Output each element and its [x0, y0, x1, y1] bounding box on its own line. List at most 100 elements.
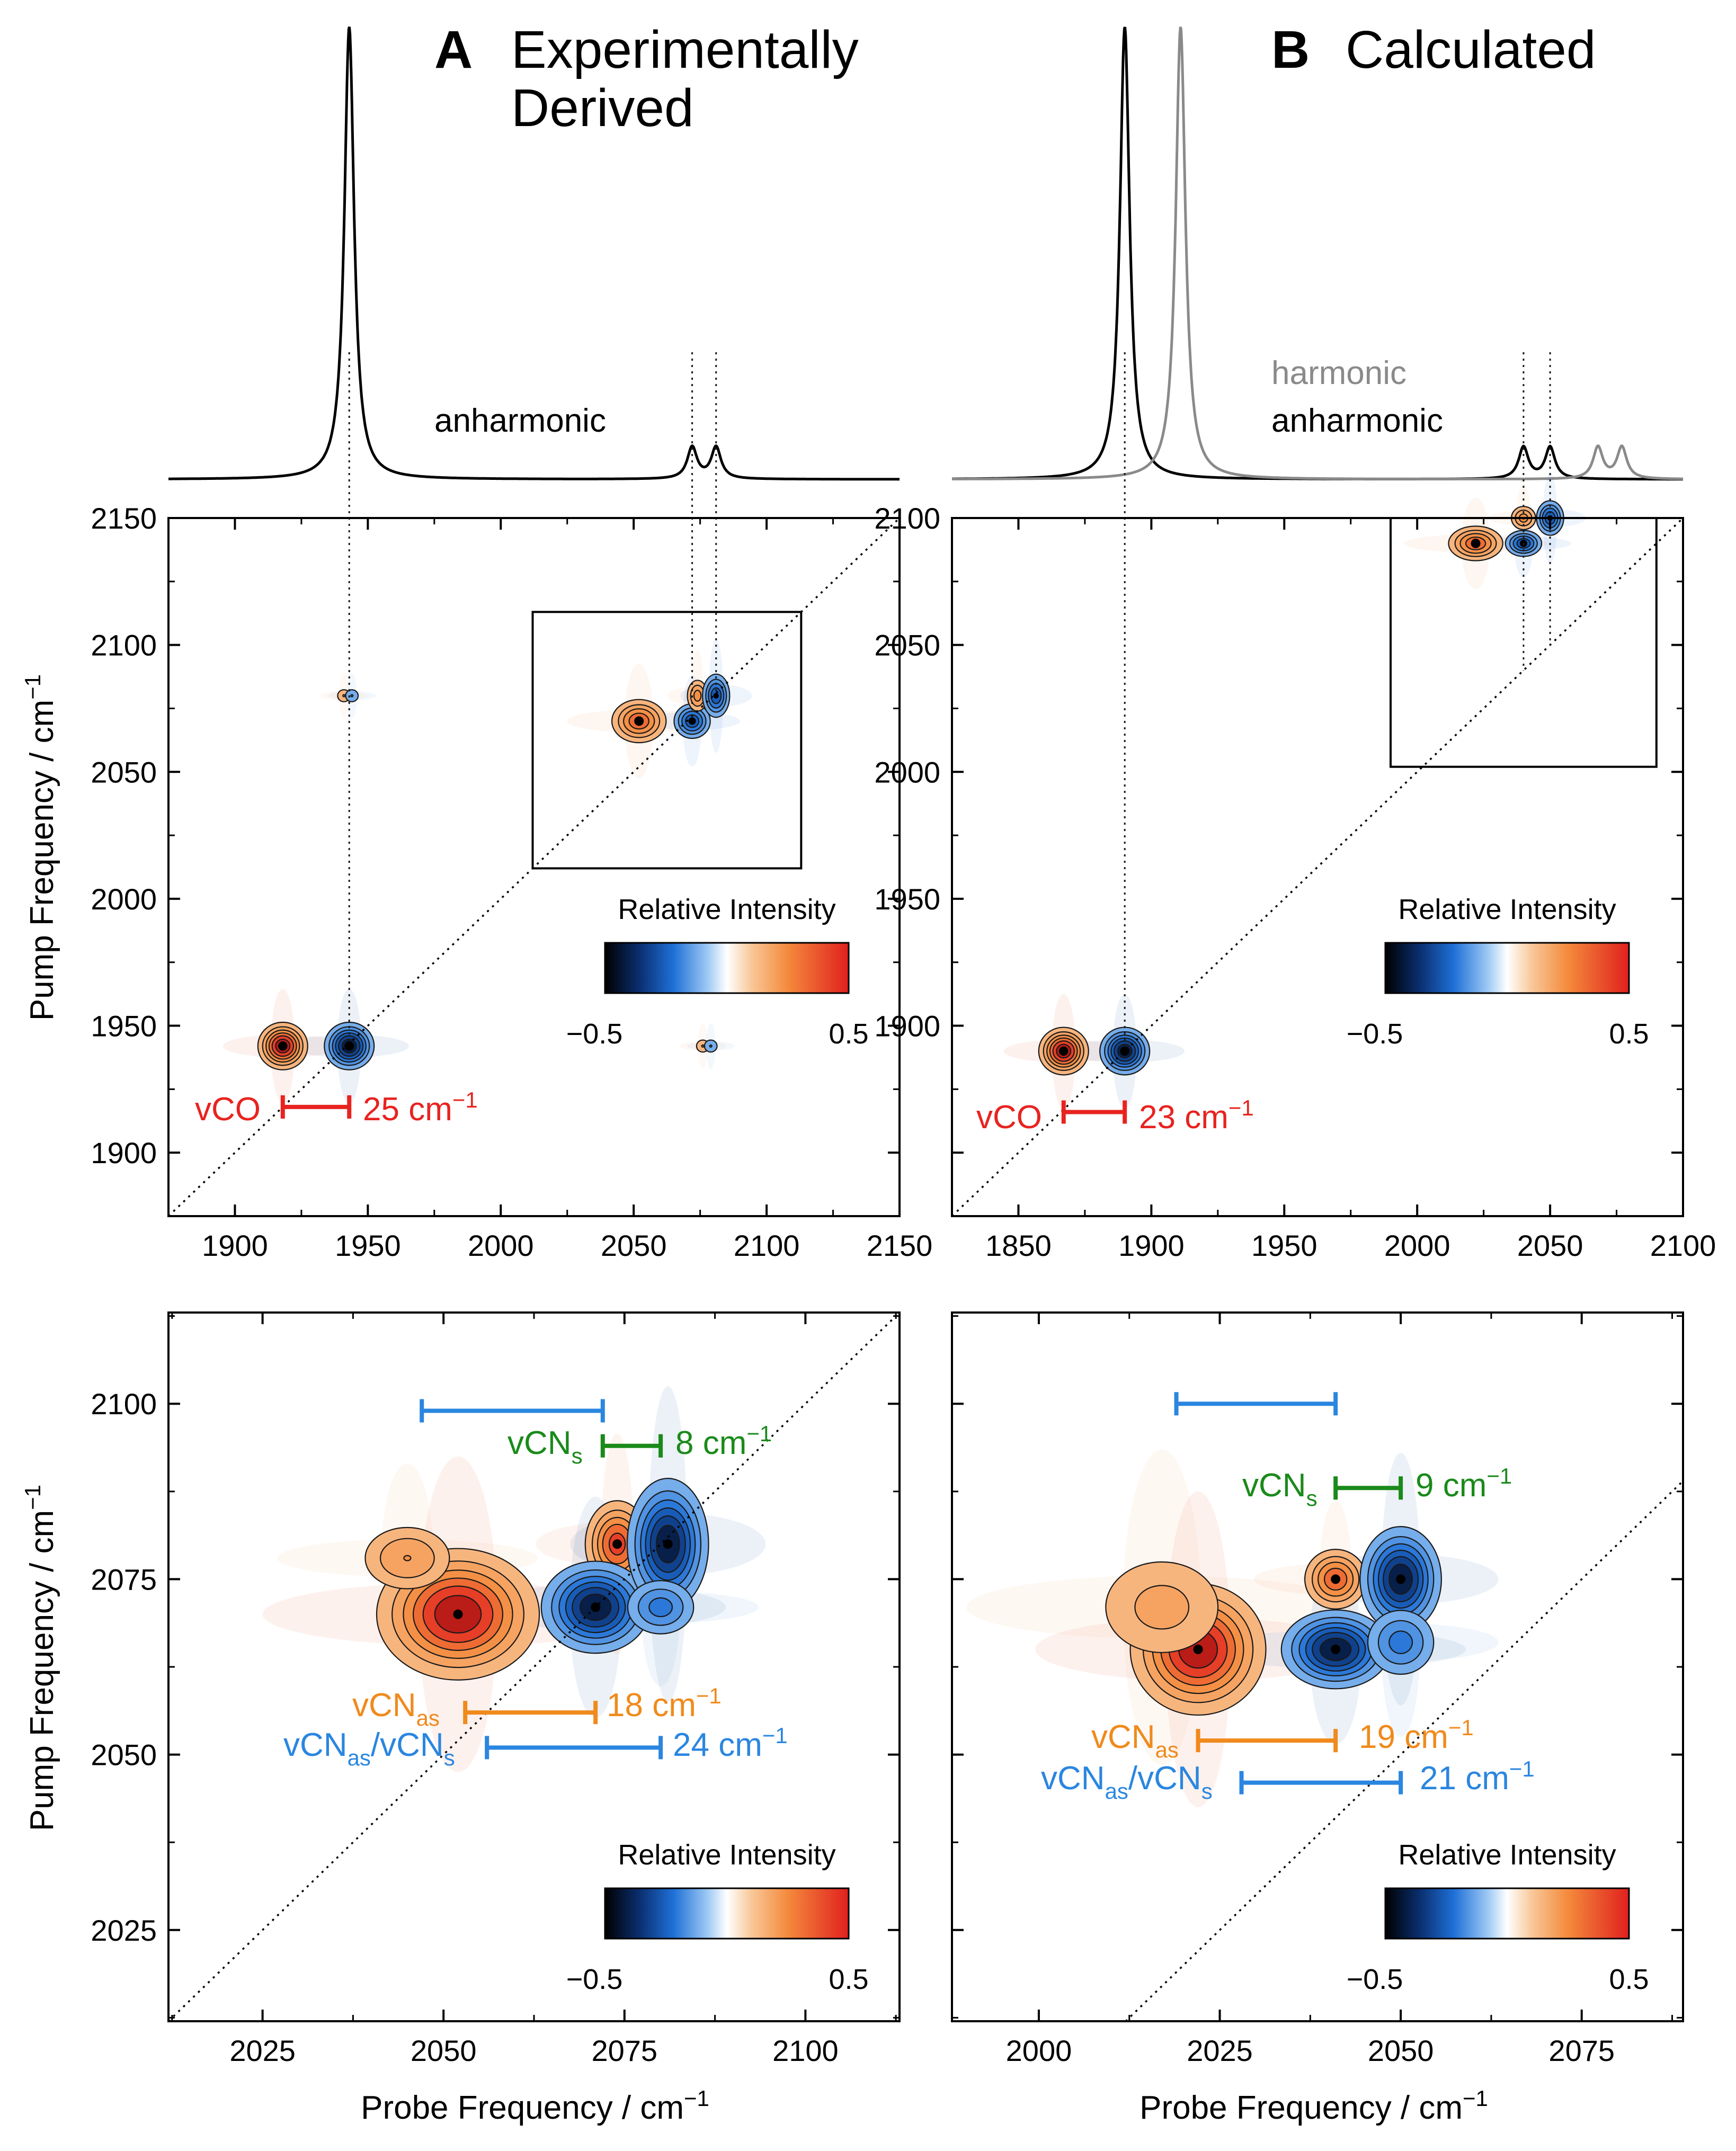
- colorbar-max: 0.5: [829, 1018, 868, 1050]
- x-tick-label: 2025: [1187, 2034, 1253, 2067]
- x-tick-label: 2050: [1517, 1229, 1583, 1262]
- b-bot-mix-value: 21 cm−1: [1420, 1756, 1535, 1797]
- a-bot-cns-label: vCNs: [508, 1425, 583, 1468]
- y-tick-label: 2000: [874, 755, 940, 789]
- colorbar-title: Relative Intensity: [618, 894, 835, 925]
- x-tick-label: 2075: [1548, 2034, 1615, 2067]
- x-tick-label: 2000: [1384, 1229, 1450, 1262]
- colorbar-max: 0.5: [1609, 1963, 1649, 1995]
- peak-core: [344, 1041, 354, 1051]
- x-tick-label: 2025: [229, 2034, 296, 2067]
- a-bot-mix-label: vCNas/vCNs: [283, 1727, 455, 1770]
- peak-core: [1331, 1574, 1341, 1584]
- spectrum-a-anharmonic-label: anharmonic: [434, 403, 606, 439]
- a-top-vco-value: 25 cm−1: [363, 1087, 478, 1128]
- x-tick-label: 1950: [1251, 1229, 1317, 1262]
- peak-core: [591, 1602, 601, 1612]
- panel-a-bottom: 2025 2050 2075 2100 2025 2050 2075 2100: [91, 1311, 901, 2067]
- peak-core: [612, 1539, 622, 1549]
- colorbar-b-top: Relative Intensity −0.5 0.5: [1347, 894, 1649, 1050]
- probe-axis-label-a: Probe Frequency / cm−1: [361, 2086, 709, 2126]
- peak-contour: [701, 1044, 705, 1048]
- peak-core: [663, 1539, 673, 1549]
- y-tick-label: 2150: [91, 502, 157, 535]
- plot-area: [168, 518, 900, 1216]
- a-top-vco-label: vCO: [195, 1091, 261, 1128]
- x-tick-label: 2075: [592, 2034, 658, 2067]
- peak-core: [1331, 1644, 1341, 1654]
- x-tick-label: 2100: [1650, 1229, 1716, 1262]
- pump-axis-label-top: Pump Frequency / cm−1: [20, 674, 60, 1021]
- x-tick-label: 2100: [734, 1229, 800, 1262]
- a-bot-cnas-value: 18 cm−1: [607, 1683, 722, 1724]
- y-tick-label: 2100: [91, 629, 157, 662]
- x-tick-label: 2000: [1006, 2034, 1072, 2067]
- panel-b-top: 1850 1900 1950 2000 2050 2100 1900 1950 2000 2050…: [874, 352, 1716, 1262]
- colorbar-max: 0.5: [829, 1963, 868, 1995]
- y-tick-label: 2050: [874, 629, 940, 662]
- panel-a-title-line1: Experimentally: [511, 20, 859, 79]
- peak-core: [688, 717, 696, 725]
- peak-core: [1193, 1644, 1203, 1654]
- b-bot-cns-value: 9 cm−1: [1415, 1463, 1512, 1504]
- peak-core: [453, 1609, 463, 1619]
- peak-core: [1058, 1046, 1069, 1056]
- x-tick-label: 1900: [202, 1229, 268, 1262]
- peak-contour: [350, 694, 354, 698]
- y-tick-label: 1900: [91, 1136, 157, 1170]
- probe-axis-label-b: Probe Frequency / cm−1: [1139, 2086, 1488, 2126]
- x-tick-label: 2050: [1368, 2034, 1434, 2067]
- spectrum-b-anharmonic-label: anharmonic: [1271, 403, 1443, 439]
- colorbar-b-bottom: Relative Intensity −0.5 0.5: [1347, 1839, 1649, 1995]
- plot-frame: [951, 517, 1684, 1217]
- y-tick-label: 2050: [91, 1738, 157, 1772]
- a-bot-cns-value: 8 cm−1: [675, 1421, 772, 1461]
- y-tick-label: 2100: [91, 1387, 157, 1421]
- colorbar-max: 0.5: [1609, 1018, 1649, 1050]
- inset-box: [531, 611, 803, 870]
- colorbar-min: −0.5: [566, 1963, 623, 1995]
- x-tick-label: 2050: [601, 1229, 667, 1262]
- x-tick-label: 1850: [985, 1229, 1052, 1262]
- pump-axis-label-bottom: Pump Frequency / cm−1: [20, 1485, 60, 1831]
- b-bot-cns-label: vCNs: [1242, 1467, 1317, 1511]
- peak-contour: [648, 1597, 673, 1618]
- y-tick-label: 2100: [874, 502, 940, 535]
- spectrum-b: [952, 26, 1684, 481]
- y-tick-label: 2075: [91, 1563, 157, 1596]
- b-bot-cnas-value: 19 cm−1: [1359, 1715, 1474, 1755]
- x-tick-label: 1950: [335, 1229, 401, 1262]
- y-tick-label: 1950: [874, 882, 940, 916]
- colorbar-title: Relative Intensity: [1398, 1839, 1616, 1871]
- x-tick-label: 1900: [1118, 1229, 1185, 1262]
- peak-contour: [342, 694, 346, 698]
- x-tick-label: 2150: [867, 1229, 933, 1262]
- panel-a-letter: A: [434, 20, 473, 79]
- peak-contour: [709, 1044, 713, 1048]
- a-bot-mix-value: 24 cm−1: [673, 1723, 788, 1763]
- peak-contour: [1134, 1585, 1190, 1630]
- y-tick-label: 1900: [874, 1010, 940, 1043]
- plot-area: [952, 518, 1683, 1216]
- peak-core: [1471, 538, 1481, 548]
- peak-contour: [403, 1555, 412, 1561]
- colorbar-gradient: [604, 1887, 850, 1940]
- peak-core: [634, 716, 644, 726]
- peak-contour: [1388, 1630, 1413, 1654]
- a-bot-cnas-label: vCNas: [352, 1687, 440, 1730]
- x-tick-label: 2000: [468, 1229, 534, 1262]
- spectrum-line-anharmonic: [168, 26, 900, 481]
- colorbar-min: −0.5: [1347, 1963, 1403, 1995]
- colorbar-min: −0.5: [566, 1018, 623, 1050]
- panel-b-bottom: 2000 2025 2050 2075: [951, 1311, 1684, 2067]
- spectrum-a: [168, 26, 900, 481]
- y-tick-label: 2050: [91, 755, 157, 789]
- panel-b-letter: B: [1271, 20, 1310, 79]
- y-tick-label: 1950: [91, 1010, 157, 1043]
- colorbar-gradient: [604, 942, 850, 994]
- colorbar-title: Relative Intensity: [618, 1839, 835, 1871]
- colorbar-title: Relative Intensity: [1398, 894, 1616, 925]
- y-tick-label: 2000: [91, 882, 157, 916]
- spectrum-line-harmonic: [952, 26, 1684, 480]
